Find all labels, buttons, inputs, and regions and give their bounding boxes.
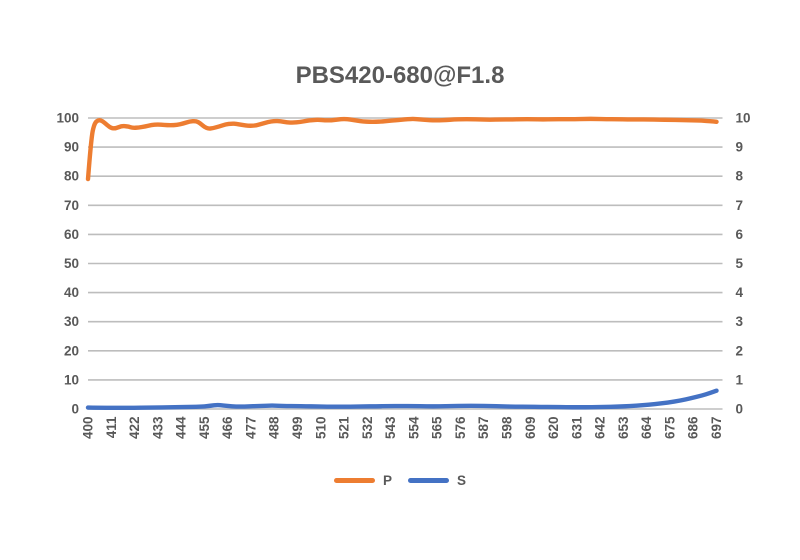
x-axis-tick-label: 631 — [569, 416, 584, 439]
x-axis-tick-label: 543 — [383, 416, 398, 439]
y-axis-tick-label-right: 10 — [736, 111, 751, 126]
series-line-P — [85, 116, 719, 182]
x-axis-tick-label: 653 — [616, 416, 631, 439]
chart-title: PBS420-680@F1.8 — [295, 62, 505, 89]
x-axis-tick-label: 620 — [546, 417, 561, 440]
legend: P S — [0, 468, 800, 492]
series-line-S — [85, 388, 719, 411]
y-axis-tick-label-right: 0 — [736, 402, 744, 417]
x-axis-tick-label: 411 — [104, 416, 119, 438]
legend-item-s: S — [408, 473, 466, 488]
x-axis-tick-label: 554 — [406, 416, 421, 439]
y-axis-tick-label-right: 8 — [736, 169, 744, 184]
y-axis-tick-label-right: 4 — [736, 285, 744, 300]
x-axis-tick-label: 664 — [639, 416, 654, 439]
x-axis-tick-label: 400 — [81, 417, 96, 440]
y-axis-tick-label-left: 60 — [64, 227, 79, 242]
x-axis-tick-label: 433 — [150, 416, 165, 439]
y-axis-tick-label-right: 5 — [736, 256, 744, 271]
x-axis-tick-label: 587 — [476, 417, 491, 440]
y-axis-tick-label-left: 50 — [64, 256, 79, 271]
legend-s-line-swatch — [408, 477, 449, 483]
x-axis-tick-label: 521 — [337, 416, 352, 439]
x-axis-tick-label: 455 — [197, 416, 212, 439]
legend-p-line-swatch — [333, 477, 375, 483]
x-axis-tick-label: 697 — [709, 417, 724, 440]
y-axis-tick-label-left: 30 — [64, 314, 79, 329]
y-axis-tick-label-left: 20 — [64, 343, 79, 358]
x-axis-tick-label: 422 — [127, 417, 142, 440]
y-axis-tick-label-left: 80 — [64, 169, 79, 184]
y-axis-tick-label-right: 9 — [736, 140, 744, 155]
x-axis-tick-label: 444 — [174, 416, 189, 439]
x-axis-tick-label: 609 — [523, 417, 538, 440]
x-axis-tick-label: 576 — [453, 416, 468, 439]
x-axis-tick-label: 675 — [662, 416, 677, 439]
x-axis-tick-label: 642 — [593, 417, 608, 440]
legend-s-label: S — [457, 472, 467, 488]
legend-item-p: P — [333, 472, 392, 488]
y-axis-tick-label-left: 70 — [64, 198, 79, 213]
legend-p-label: P — [382, 472, 392, 488]
y-axis-tick-label-left: 0 — [71, 402, 79, 417]
y-axis-tick-label-right: 1 — [736, 372, 744, 387]
y-axis-tick-label-right: 3 — [736, 314, 744, 329]
x-axis-tick-label: 686 — [686, 416, 701, 439]
y-axis-tick-label-right: 2 — [736, 343, 744, 358]
x-axis-tick-label: 598 — [500, 416, 515, 439]
x-axis-tick-label: 565 — [430, 416, 445, 439]
y-axis-tick-label-left: 10 — [64, 372, 79, 387]
x-axis-tick-label: 499 — [290, 417, 305, 440]
x-axis-tick-label: 510 — [313, 417, 328, 440]
y-axis-tick-label-right: 7 — [736, 198, 744, 213]
y-axis-tick-label-right: 6 — [736, 227, 744, 242]
y-axis-tick-label-left: 100 — [56, 111, 79, 126]
y-axis-tick-label-left: 40 — [64, 285, 79, 300]
x-axis-tick-label: 488 — [267, 416, 282, 439]
x-axis-tick-label: 532 — [360, 417, 375, 440]
x-axis-tick-label: 466 — [220, 416, 235, 439]
y-axis-tick-label-left: 90 — [64, 140, 79, 155]
x-axis-tick-label: 477 — [243, 417, 258, 440]
